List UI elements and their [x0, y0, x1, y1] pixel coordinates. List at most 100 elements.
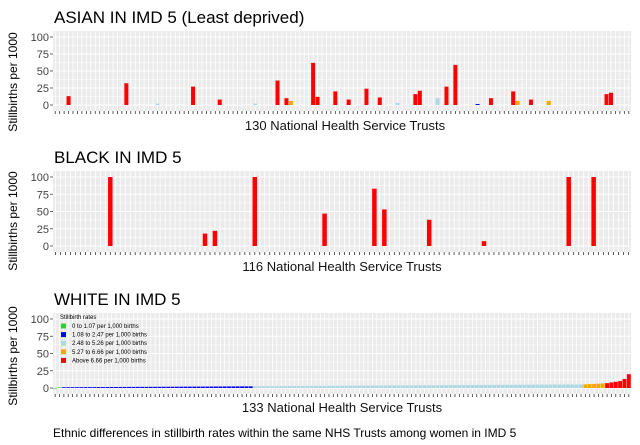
- bar: [333, 91, 338, 105]
- bar: [552, 384, 557, 388]
- bar: [405, 385, 410, 388]
- bar: [209, 386, 214, 388]
- bar: [227, 386, 231, 388]
- bar: [183, 386, 188, 388]
- bar: [235, 386, 240, 388]
- bar: [118, 386, 123, 388]
- bar: [179, 386, 184, 388]
- bar: [187, 386, 192, 388]
- bar: [114, 386, 118, 388]
- bar: [587, 384, 592, 388]
- bar: [196, 386, 201, 388]
- bar: [413, 94, 418, 105]
- legend-swatch: [61, 323, 66, 329]
- bar: [253, 103, 258, 105]
- bar: [300, 386, 305, 388]
- bar: [453, 385, 457, 388]
- bar: [528, 99, 533, 105]
- bar: [366, 385, 371, 388]
- x-axis-label: 130 National Health Service Trusts: [245, 118, 446, 133]
- legend-swatch: [61, 357, 66, 363]
- bar: [409, 385, 414, 388]
- bar: [591, 177, 596, 246]
- bar: [331, 385, 336, 388]
- bar: [374, 385, 379, 388]
- bar: [296, 386, 301, 388]
- bar: [318, 385, 323, 388]
- bar: [292, 386, 297, 388]
- panel-white: WHITE IN IMD 5 Stillbirths per 1000 0 25 5…: [6, 290, 631, 415]
- bar: [174, 386, 179, 388]
- bar: [109, 387, 114, 388]
- bar: [481, 241, 487, 246]
- bar: [124, 83, 129, 105]
- bar: [214, 386, 218, 388]
- y-tick-label: 0: [43, 383, 49, 395]
- bar: [364, 88, 369, 105]
- bar: [240, 386, 245, 388]
- bar: [383, 385, 388, 388]
- bar: [313, 385, 318, 388]
- bar: [70, 387, 75, 388]
- bar: [266, 386, 271, 388]
- bar: [205, 386, 210, 388]
- panel-title: ASIAN IN IMD 5 (Least deprived): [54, 8, 304, 27]
- bar: [561, 384, 566, 388]
- bar: [305, 385, 310, 388]
- bar: [315, 96, 320, 105]
- y-tick-label: 0: [43, 241, 49, 253]
- bar: [535, 384, 540, 388]
- bar: [618, 381, 623, 388]
- legend-swatch: [61, 349, 66, 355]
- bar: [426, 385, 431, 388]
- bar: [474, 385, 479, 388]
- bar: [311, 62, 316, 105]
- panel-black: BLACK IN IMD 5 Stillbirths per 1000 0 25 5…: [6, 148, 631, 274]
- bar: [140, 386, 145, 388]
- bar: [592, 383, 597, 388]
- bar: [622, 379, 627, 388]
- bar: [53, 388, 58, 389]
- bar: [231, 386, 236, 388]
- bar: [500, 384, 505, 388]
- bar: [202, 233, 208, 246]
- bar: [96, 387, 101, 388]
- bar: [87, 387, 92, 388]
- y-tick-label: 100: [31, 314, 49, 326]
- bar: [379, 385, 384, 388]
- bar: [275, 80, 280, 105]
- bar: [444, 385, 449, 388]
- bar: [105, 387, 110, 388]
- bar: [626, 374, 631, 388]
- bar: [83, 387, 88, 388]
- bar: [155, 103, 160, 105]
- bar: [579, 384, 583, 388]
- bar: [170, 386, 175, 388]
- bar: [435, 385, 440, 388]
- bar: [546, 100, 551, 105]
- legend-label: 1.08 to 2.47 per 1,000 births: [72, 333, 147, 339]
- bar: [422, 385, 427, 388]
- legend-label: 5.27 to 6.66 per 1,000 births: [72, 350, 147, 356]
- bar: [483, 384, 488, 388]
- bar: [218, 386, 223, 388]
- bar: [79, 387, 84, 388]
- y-axis-label: Stillbirths per 1000: [6, 171, 20, 271]
- bar: [492, 384, 497, 388]
- plot-area: 0 25 50 75 100: [31, 171, 631, 255]
- y-tick-label: 25: [37, 224, 49, 236]
- bar: [496, 384, 501, 388]
- bar: [361, 385, 366, 388]
- bar: [426, 219, 432, 246]
- bar: [135, 386, 140, 388]
- y-tick-label: 25: [37, 366, 49, 378]
- bar: [348, 385, 353, 388]
- bar: [487, 384, 492, 388]
- bar: [418, 385, 423, 388]
- bar: [518, 384, 523, 388]
- bar: [344, 385, 349, 388]
- bar: [400, 385, 405, 388]
- panel-title: WHITE IN IMD 5: [54, 290, 181, 309]
- bar: [600, 383, 605, 388]
